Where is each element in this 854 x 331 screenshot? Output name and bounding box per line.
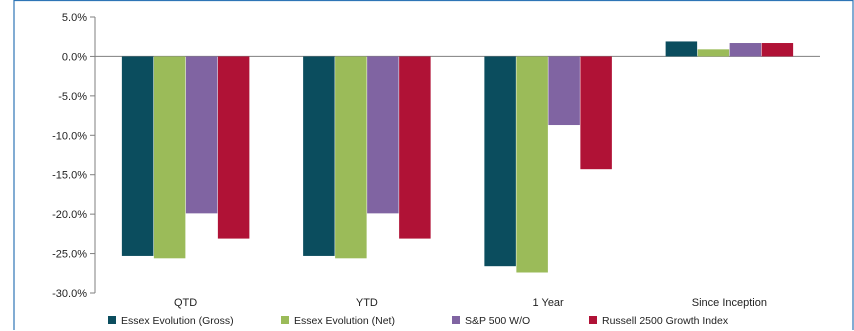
y-tick-label: -25.0% bbox=[52, 249, 87, 261]
y-tick-label: -10.0% bbox=[52, 130, 87, 142]
x-category-label: QTD bbox=[174, 297, 197, 309]
legend-label: Essex Evolution (Gross) bbox=[121, 315, 234, 327]
y-tick-label: 0.0% bbox=[62, 51, 87, 63]
chart-bars bbox=[121, 41, 794, 273]
legend-label: S&P 500 W/O bbox=[465, 315, 530, 327]
bar-3-0 bbox=[665, 41, 698, 57]
legend-swatch bbox=[281, 316, 289, 324]
y-tick-label: 5.0% bbox=[62, 12, 87, 24]
bar-2-0 bbox=[484, 56, 516, 267]
bar-3-3 bbox=[761, 43, 794, 57]
y-tick-label: -20.0% bbox=[52, 209, 87, 221]
chart-legend: Essex Evolution (Gross) Essex Evolution (… bbox=[108, 315, 729, 327]
bar-0-3 bbox=[217, 56, 250, 239]
legend-swatch bbox=[108, 316, 116, 324]
bar-2-1 bbox=[516, 56, 548, 273]
bar-1-2 bbox=[367, 56, 399, 214]
x-category-label: Since Inception bbox=[692, 297, 767, 309]
bar-1-0 bbox=[303, 56, 335, 256]
x-category-label: YTD bbox=[356, 297, 378, 309]
bar-0-0 bbox=[121, 56, 154, 256]
bar-3-1 bbox=[697, 49, 730, 57]
bar-2-2 bbox=[548, 56, 580, 126]
legend-swatch bbox=[452, 316, 460, 324]
legend-label: Essex Evolution (Net) bbox=[294, 315, 395, 327]
bar-3-2 bbox=[729, 43, 762, 57]
y-tick-label: -15.0% bbox=[52, 170, 87, 182]
bar-0-2 bbox=[185, 56, 218, 214]
bar-1-1 bbox=[335, 56, 367, 259]
legend-swatch bbox=[589, 316, 597, 324]
bar-2-3 bbox=[580, 56, 612, 170]
category-labels: QTD YTD 1 Year Since Inception bbox=[174, 297, 767, 309]
bar-0-1 bbox=[153, 56, 186, 259]
bar-1-3 bbox=[399, 56, 431, 239]
chart-frame bbox=[13, 0, 854, 330]
chart-border bbox=[13, 0, 854, 330]
y-tick-label: -30.0% bbox=[52, 288, 87, 300]
legend-label: Russell 2500 Growth Index bbox=[602, 315, 729, 327]
y-tick-label: -5.0% bbox=[58, 91, 87, 103]
x-category-label: 1 Year bbox=[533, 297, 565, 309]
